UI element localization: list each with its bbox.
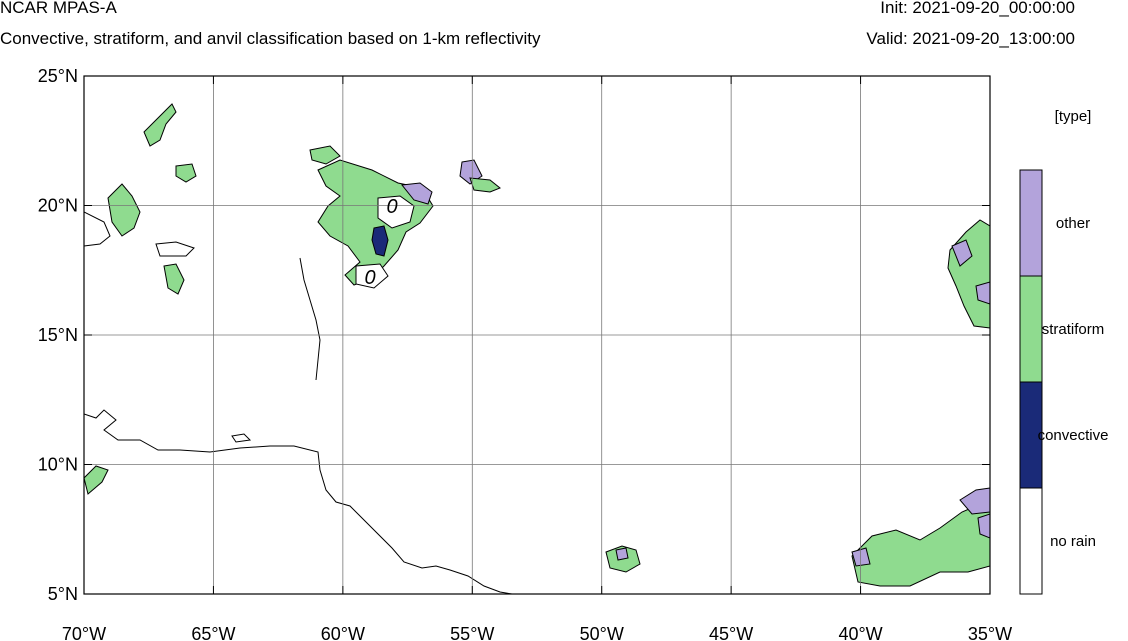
legend-colorbar: other stratiform convective no rain [1019, 169, 1109, 595]
map-title: NCAR MPAS-A [0, 0, 117, 17]
lon-tick-label: 35°W [968, 624, 1012, 641]
lon-tick-label: 55°W [450, 624, 494, 641]
precip-region-other [975, 281, 990, 305]
valid-time: Valid: 2021-09-20_13:00:00 [866, 29, 1075, 48]
legend-swatch-other [1019, 169, 1043, 277]
init-time: Init: 2021-09-20_00:00:00 [880, 0, 1075, 17]
lon-tick-label: 70°W [62, 624, 106, 641]
coastline-puerto-rico [155, 241, 195, 257]
lon-tick-label: 65°W [191, 624, 235, 641]
precip-region-other [851, 547, 871, 567]
lon-tick-labels: 70°W 65°W 60°W 55°W 50°W 45°W 40°W 35°W [62, 624, 1012, 641]
precip-region-other [951, 239, 973, 267]
lon-tick-label: 45°W [709, 624, 753, 641]
coastline-south-america [84, 409, 513, 594]
contour-label: 0 [386, 196, 397, 218]
lat-tick-labels: 5°N 10°N 15°N 20°N 25°N [38, 66, 78, 604]
precip-region-stratiform [107, 183, 141, 237]
precip-region-stratiform [143, 103, 177, 147]
lon-tick-label: 60°W [321, 624, 365, 641]
axis-ticks [83, 75, 991, 595]
lat-tick-label: 5°N [48, 584, 78, 604]
coastline-hispaniola [84, 211, 111, 247]
legend-swatch-stratiform [1019, 275, 1043, 383]
precip-region-other [615, 547, 629, 561]
precip-region-stratiform [163, 263, 185, 295]
precip-region-convective [371, 225, 389, 257]
precip-region-stratiform [309, 145, 341, 165]
legend-label-convective: convective [1038, 427, 1109, 444]
contour-label: 0 [364, 267, 375, 289]
precip-region-other [401, 182, 433, 205]
lat-tick-label: 20°N [38, 196, 78, 216]
coastline-layer [84, 211, 513, 594]
precip-region-stratiform [175, 163, 197, 183]
legend: [type] other stratiform convective no rain [1019, 108, 1109, 595]
legend-label-other: other [1056, 215, 1090, 232]
precip-region-stratiform [947, 219, 990, 329]
coastline-trinidad [231, 433, 252, 443]
lon-tick-label: 50°W [580, 624, 624, 641]
legend-label-stratiform: stratiform [1042, 321, 1105, 338]
coastline-antilles [299, 257, 321, 381]
lon-tick-label: 40°W [838, 624, 882, 641]
precip-region-other [959, 487, 990, 515]
precip-region-white-hole [355, 263, 389, 289]
legend-title: [type] [1055, 108, 1092, 125]
lat-tick-label: 10°N [38, 455, 78, 475]
precip-region-other [977, 513, 990, 539]
legend-swatch-no-rain [1019, 487, 1043, 595]
precip-region-white-hole [377, 195, 415, 229]
legend-label-no-rain: no rain [1050, 533, 1096, 550]
map-subtitle: Convective, stratiform, and anvil classi… [0, 29, 541, 48]
lat-tick-label: 25°N [38, 66, 78, 86]
precip-region-stratiform [84, 465, 109, 495]
graticule [84, 76, 990, 594]
lat-tick-label: 15°N [38, 325, 78, 345]
precip-region-stratiform [469, 177, 501, 193]
precip-region-stratiform [851, 499, 990, 587]
precip-classification-layer [84, 103, 990, 587]
